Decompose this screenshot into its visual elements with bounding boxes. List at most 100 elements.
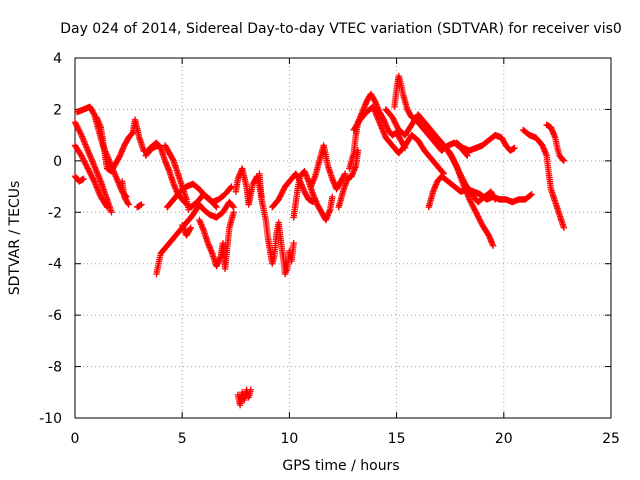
x-tick-label: 20 [495, 431, 513, 447]
data-point-arc26 [457, 172, 465, 179]
data-point-arc5 [128, 130, 136, 137]
data-point-arc17 [277, 191, 285, 199]
data-point-arc2 [88, 173, 96, 181]
data-point-arc24 [470, 204, 477, 212]
data-point-arc2 [89, 175, 97, 182]
data-point-arc29 [560, 157, 568, 165]
data-point-arc2 [82, 161, 89, 168]
data-point-arc1 [73, 121, 80, 129]
data-point-arc24 [474, 211, 481, 219]
data-point-arc2 [86, 169, 94, 177]
data-point-arc3 [80, 175, 87, 183]
data-point-arc2 [86, 168, 93, 175]
data-point-arc24 [472, 209, 480, 216]
data-point-arc24 [477, 217, 484, 225]
data-point-arc18 [329, 193, 336, 201]
data-point-arc24 [389, 113, 396, 121]
data-point-arc24 [467, 197, 474, 205]
data-point-arc24 [392, 121, 400, 128]
data-point-arc25 [528, 191, 535, 198]
data-point-arc25 [527, 191, 534, 199]
data-point-arc1 [72, 120, 79, 127]
data-point-arc17 [279, 189, 286, 196]
data-point-arc24 [474, 213, 482, 220]
data-point-arc24 [471, 206, 478, 213]
data-point-arc28 [560, 224, 568, 231]
data-point-arc2 [84, 165, 92, 172]
data-point-arc2 [85, 166, 92, 174]
data-point-arc24 [477, 219, 485, 226]
data-point-arc1 [108, 209, 115, 216]
x-axis-ticks: 0 5 10 15 20 25 [71, 58, 620, 447]
chart-title: Day 024 of 2014, Sidereal Day-to-day VTE… [60, 21, 622, 37]
data-point-arc17 [276, 194, 283, 202]
data-point-arc13 [230, 209, 237, 216]
y-tick-label: 2 [53, 102, 62, 118]
data-point-arc24 [466, 196, 473, 203]
data-point-arc2 [78, 153, 86, 161]
data-point-arc10 [169, 156, 177, 163]
data-point-arc26 [457, 170, 464, 178]
data-point-arc24 [473, 210, 480, 217]
data-markers [71, 72, 568, 409]
data-point-arc1 [76, 129, 84, 136]
data-point-arc24 [389, 115, 397, 122]
y-tick-label: -6 [48, 308, 62, 324]
data-point-arc26 [454, 166, 462, 173]
data-point-arc26 [454, 165, 461, 172]
plot-frame [74, 57, 612, 419]
data-point-arc26 [451, 159, 458, 166]
data-point-arc17 [280, 186, 287, 193]
data-point-arc26 [459, 175, 466, 182]
data-point-arc24 [391, 119, 399, 127]
data-point-arc12 [187, 224, 194, 231]
data-point-arc26 [456, 169, 463, 176]
grid-lines [75, 58, 611, 418]
data-point-arc6 [125, 201, 132, 208]
x-tick-label: 10 [280, 431, 298, 447]
data-point-arc1 [75, 126, 82, 133]
data-point-arc2 [79, 155, 87, 162]
data-point-arc29 [559, 156, 567, 164]
data-point-arc2 [83, 162, 90, 169]
y-axis-ticks: -10 -8 -6 -4 -2 0 2 4 [39, 51, 611, 427]
data-point-arc24 [472, 207, 479, 215]
y-tick-label: -4 [48, 257, 62, 273]
data-point-arc8 [213, 203, 220, 211]
x-tick-label: 25 [602, 431, 620, 447]
data-point-arc2 [81, 158, 88, 165]
data-point-arc24 [476, 216, 483, 223]
data-point-arc2 [103, 203, 111, 211]
data-point-arc24 [469, 201, 476, 209]
x-tick-label: 5 [178, 431, 187, 447]
data-point-arc2 [78, 152, 85, 159]
data-point-arc17 [276, 193, 284, 200]
data-point-arc4 [90, 110, 97, 117]
data-point-arc24 [467, 199, 475, 206]
data-point-arc1 [74, 124, 82, 132]
data-point-arc17 [278, 190, 285, 197]
data-point-arc17 [279, 187, 287, 195]
data-point-arc23 [464, 152, 471, 159]
y-tick-label: -10 [39, 411, 62, 427]
data-point-arc16 [290, 239, 297, 247]
x-tick-label: 15 [388, 431, 406, 447]
data-point-arc12 [186, 225, 194, 233]
data-point-arc2 [103, 202, 110, 210]
data-point-arc2 [81, 159, 89, 167]
data-point-arc26 [458, 173, 465, 181]
data-point-arc1 [76, 127, 83, 135]
y-axis-label: SDTVAR / TECUs [7, 181, 23, 296]
data-point-arc26 [449, 155, 456, 162]
data-point-arc26 [450, 157, 457, 165]
data-point-arc24 [475, 214, 482, 222]
data-point-arc1 [77, 130, 84, 137]
data-point-arc2 [88, 172, 95, 179]
data-point-arc11 [227, 184, 234, 191]
y-tick-label: 0 [53, 154, 62, 170]
data-point-arc19 [341, 170, 349, 177]
x-tick-label: 0 [71, 431, 80, 447]
y-tick-label: 4 [53, 51, 62, 67]
data-point-arc24 [394, 123, 401, 131]
data-point-arc24 [489, 242, 497, 249]
